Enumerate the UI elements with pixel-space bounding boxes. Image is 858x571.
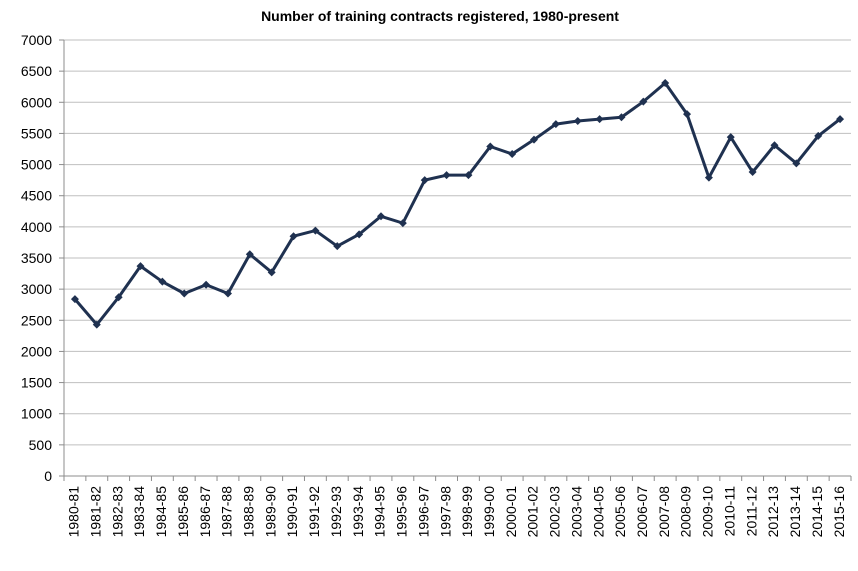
y-axis-ticks: 0 500 1000 1500 2000 2500 3000 3500 4000 4500 5000…: [21, 32, 52, 484]
data-point: [704, 173, 713, 182]
y-tick-label: 6500: [21, 63, 52, 79]
x-tick-label: 2004-05: [590, 486, 606, 538]
data-point: [289, 232, 298, 241]
axes: [59, 39, 852, 481]
x-tick-label: 1987-88: [219, 486, 235, 538]
y-tick-label: 3500: [21, 250, 52, 266]
x-tick-label: 1980-81: [66, 486, 82, 538]
y-tick-label: 4500: [21, 188, 52, 204]
y-tick-label: 2500: [21, 312, 52, 328]
data-point: [661, 78, 670, 87]
data-point: [245, 250, 254, 259]
data-point: [595, 115, 604, 124]
x-tick-label: 1988-89: [241, 486, 257, 538]
series-training-contracts: [70, 78, 845, 329]
x-tick-label: 2006-07: [634, 486, 650, 538]
x-tick-label: 2007-08: [656, 486, 672, 538]
x-tick-label: 1993-94: [350, 486, 366, 538]
x-tick-label: 1990-91: [284, 486, 300, 538]
x-axis-ticks: 1980-81 1981-82 1982-83 1983-84 1984-85 1985-…: [66, 486, 847, 538]
data-point: [770, 141, 779, 150]
data-point: [814, 131, 823, 140]
x-tick-label: 1994-95: [372, 486, 388, 538]
x-tick-label: 1997-98: [437, 486, 453, 538]
data-point: [726, 133, 735, 142]
data-point: [311, 226, 320, 235]
y-tick-label: 7000: [21, 32, 52, 48]
x-tick-label: 2013-14: [787, 486, 803, 538]
data-point: [355, 230, 364, 239]
data-point: [376, 212, 385, 221]
y-tick-label: 500: [29, 437, 53, 453]
x-tick-label: 2010-11: [721, 486, 737, 537]
x-tick-label: 2015-16: [831, 486, 847, 538]
x-tick-label: 2008-09: [678, 486, 694, 538]
x-tick-label: 2014-15: [809, 486, 825, 538]
data-point: [573, 116, 582, 125]
y-tick-label: 4000: [21, 219, 52, 235]
data-point: [551, 120, 560, 129]
data-point: [639, 97, 648, 106]
data-point: [114, 293, 123, 302]
data-point: [836, 115, 845, 124]
series-line: [73, 81, 842, 327]
data-point: [748, 168, 757, 177]
y-tick-label: 0: [44, 468, 52, 484]
data-point: [136, 262, 145, 271]
data-point: [158, 277, 167, 286]
data-point: [398, 219, 407, 228]
data-point: [508, 149, 517, 158]
y-tick-label: 5000: [21, 157, 52, 173]
x-tick-label: 2005-06: [612, 486, 628, 538]
x-tick-label: 1986-87: [197, 486, 213, 538]
data-point: [92, 320, 101, 329]
data-point: [486, 142, 495, 151]
x-tick-label: 1996-97: [415, 486, 431, 538]
data-point: [267, 268, 276, 277]
x-tick-label: 2011-12: [743, 486, 759, 537]
x-tick-label: 2000-01: [503, 486, 519, 538]
x-tick-label: 1991-92: [306, 486, 322, 538]
y-tick-label: 2000: [21, 343, 52, 359]
data-point: [420, 176, 429, 185]
x-tick-label: 1998-99: [459, 486, 475, 538]
y-tick-label: 5500: [21, 125, 52, 141]
data-point: [683, 110, 692, 119]
x-tick-label: 1985-86: [175, 486, 191, 538]
data-point: [792, 159, 801, 168]
x-tick-label: 2001-02: [525, 486, 541, 538]
x-tick-label: 1989-90: [262, 486, 278, 538]
x-tick-label: 1995-96: [394, 486, 410, 538]
data-point: [70, 295, 79, 304]
data-point: [530, 135, 539, 144]
x-tick-label: 1999-00: [481, 486, 497, 538]
x-tick-label: 1984-85: [153, 486, 169, 538]
y-tick-label: 3000: [21, 281, 52, 297]
data-point: [180, 289, 189, 298]
y-tick-label: 6000: [21, 94, 52, 110]
y-tick-label: 1500: [21, 375, 52, 391]
data-point: [617, 113, 626, 122]
y-tick-label: 1000: [21, 406, 52, 422]
gridlines: [64, 39, 851, 446]
x-tick-label: 2012-13: [765, 486, 781, 538]
data-point: [464, 171, 473, 180]
x-tick-label: 1992-93: [328, 486, 344, 538]
data-point: [223, 289, 232, 298]
x-tick-label: 2009-10: [700, 486, 716, 538]
x-tick-label: 1983-84: [131, 486, 147, 538]
data-point: [333, 242, 342, 251]
x-tick-label: 1982-83: [109, 486, 125, 538]
x-tick-label: 2002-03: [547, 486, 563, 538]
data-point: [442, 171, 451, 180]
data-point: [202, 280, 211, 289]
x-tick-label: 1981-82: [87, 486, 103, 538]
x-tick-label: 2003-04: [568, 486, 584, 538]
chart-title: Number of training contracts registered,…: [261, 8, 619, 24]
